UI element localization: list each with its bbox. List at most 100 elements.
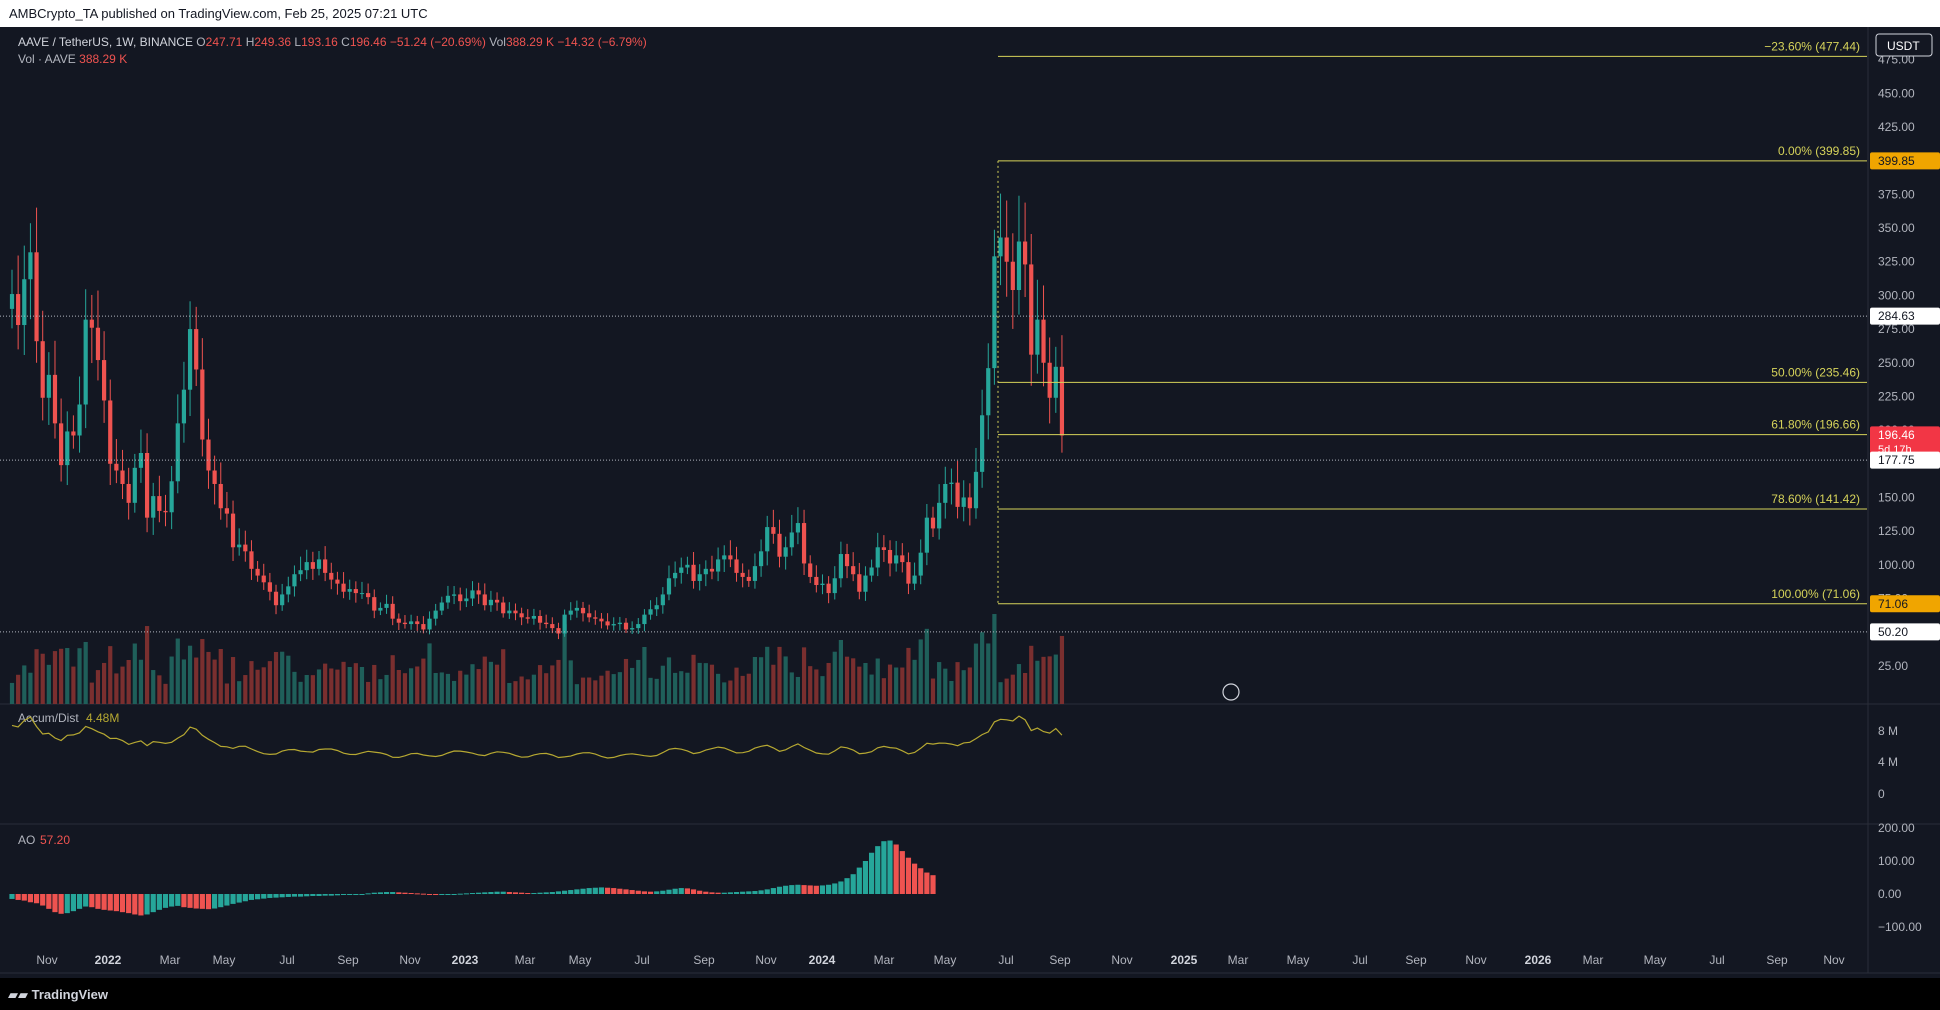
- candle-body: [703, 568, 708, 575]
- price-tag: [1870, 152, 1940, 170]
- x-tick-label: Sep: [1405, 953, 1427, 967]
- volume-bar: [599, 675, 604, 704]
- candle-body: [587, 613, 592, 618]
- candle-body: [22, 279, 27, 326]
- volume-bar: [814, 669, 819, 704]
- candle-body: [666, 578, 672, 595]
- candle-body: [126, 483, 131, 503]
- candle-body: [347, 589, 352, 592]
- candle-body: [230, 513, 236, 548]
- volume-bar: [728, 680, 733, 704]
- ao-bar: [592, 887, 598, 894]
- ao-tick-label: 0.00: [1878, 887, 1902, 901]
- candle-body: [261, 575, 266, 583]
- price-tag-label: 71.06: [1878, 597, 1908, 611]
- volume-bar: [89, 682, 94, 704]
- volume-bar: [126, 660, 131, 704]
- y-tick-label: 350.00: [1878, 221, 1915, 235]
- volume-bar: [445, 673, 451, 704]
- volume-bar: [660, 665, 665, 704]
- volume-bar: [562, 624, 567, 704]
- publish-text: AMBCrypto_TA published on TradingView.co…: [9, 6, 428, 21]
- volume-bar: [507, 683, 512, 704]
- candle-body: [1029, 264, 1034, 355]
- ao-bar: [212, 894, 218, 909]
- volume-bar: [955, 662, 960, 704]
- ao-bar: [359, 894, 365, 895]
- ao-bar: [881, 841, 887, 894]
- ao-bar: [334, 894, 341, 896]
- ao-bar: [156, 894, 162, 910]
- volume-bar: [918, 639, 923, 704]
- candle-body: [286, 586, 291, 595]
- volume-bar: [494, 664, 500, 704]
- ao-bar: [856, 867, 862, 894]
- publish-header: AMBCrypto_TA published on TradingView.co…: [0, 0, 1940, 27]
- volume-bar: [243, 675, 248, 704]
- ao-bar: [469, 893, 476, 895]
- x-tick-label: Mar: [1228, 953, 1249, 967]
- x-tick-label: 2024: [809, 953, 836, 967]
- volume-bar: [95, 670, 101, 704]
- ao-bar: [740, 891, 746, 894]
- legend-open-label: O: [196, 35, 205, 49]
- volume-bar: [415, 666, 420, 704]
- accum-tick-label: 0: [1878, 787, 1885, 801]
- ao-bar: [850, 874, 856, 894]
- ao-bar: [678, 888, 684, 894]
- volume-bar: [353, 663, 358, 704]
- volume-bar: [1010, 674, 1015, 704]
- volume-bar: [623, 658, 629, 704]
- volume-bar: [59, 648, 64, 704]
- ao-bar: [304, 894, 310, 897]
- ao-bar: [126, 894, 132, 914]
- ao-bar: [365, 893, 371, 895]
- volume-bar: [537, 665, 543, 704]
- candle-body: [697, 574, 702, 581]
- volume-bar: [9, 682, 15, 704]
- ao-bar: [205, 894, 212, 910]
- volume-bar: [912, 659, 917, 704]
- ao-bar: [119, 894, 126, 913]
- candle-body: [329, 572, 334, 580]
- candle-body: [341, 583, 346, 592]
- candle-body: [967, 497, 972, 509]
- candle-body: [273, 591, 279, 606]
- candle-body: [378, 607, 383, 611]
- footer-brand: TradingView: [31, 987, 108, 1002]
- candle-body: [740, 572, 745, 577]
- x-tick-label: Jul: [279, 953, 294, 967]
- fib-level-label: 100.00% (71.06): [1771, 587, 1860, 601]
- volume-bar: [1053, 654, 1058, 704]
- candle-body: [814, 576, 819, 586]
- volume-bar: [439, 672, 444, 704]
- volume-bar: [777, 646, 782, 704]
- ao-bar: [328, 894, 334, 896]
- volume-bar: [937, 662, 942, 704]
- price-tag-label: 196.46: [1878, 428, 1915, 442]
- candle-body: [765, 527, 770, 552]
- volume-bar: [28, 672, 33, 704]
- tradingview-logo[interactable]: ▰▰ TradingView: [8, 987, 108, 1003]
- volume-bar: [519, 676, 524, 704]
- ao-bar: [709, 892, 715, 894]
- volume-bar: [691, 654, 696, 704]
- ao-bar: [297, 894, 304, 897]
- volume-bar: [568, 660, 573, 704]
- ao-bar: [340, 894, 347, 895]
- ao-bar: [746, 891, 752, 894]
- ao-bar: [924, 872, 930, 894]
- x-tick-label: Sep: [693, 953, 715, 967]
- ao-bar: [482, 892, 488, 894]
- candle-body: [1041, 319, 1046, 363]
- volume-bar: [673, 672, 678, 704]
- candle-body: [16, 294, 21, 326]
- candle-body: [691, 564, 696, 581]
- price-chart[interactable]: 475.00450.00425.00400.00375.00350.00325.…: [0, 27, 1940, 978]
- candle-body: [89, 319, 94, 328]
- ao-bar: [261, 894, 267, 899]
- ao-bar: [279, 894, 285, 898]
- candle-body: [280, 594, 285, 606]
- ao-bar: [236, 894, 242, 903]
- volume-bar: [255, 669, 260, 704]
